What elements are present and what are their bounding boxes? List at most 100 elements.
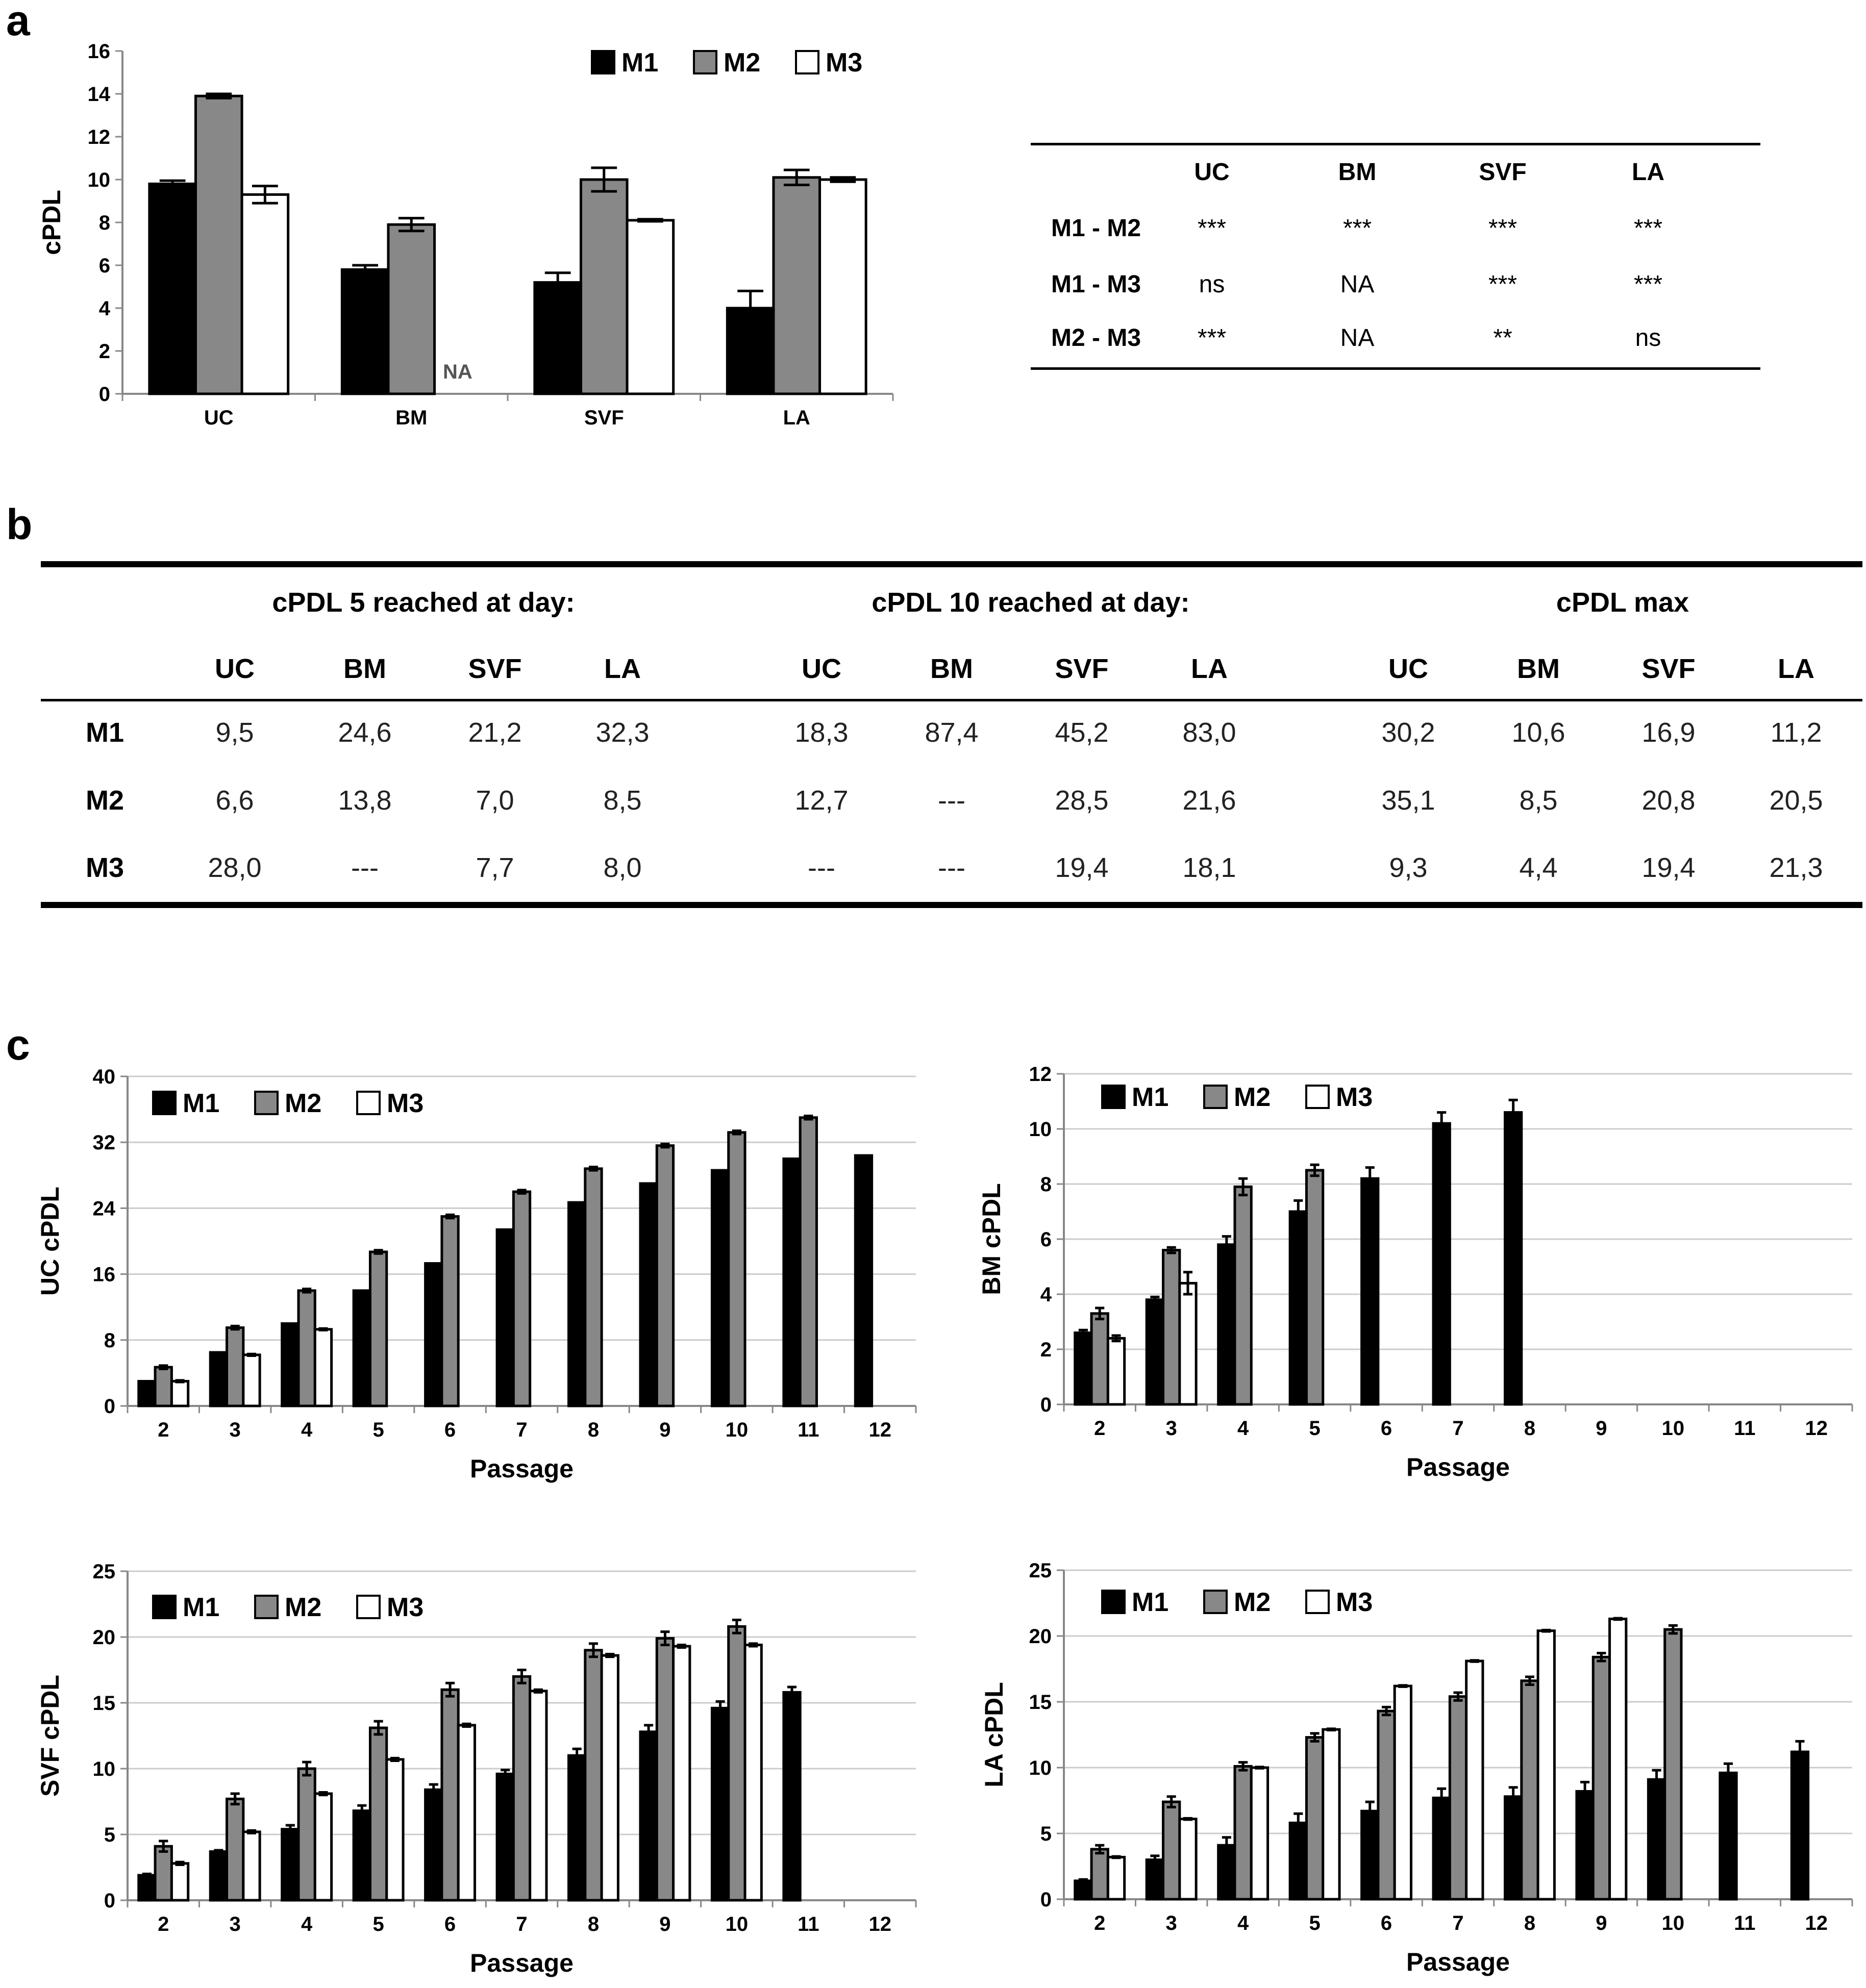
- bar-m1: [281, 1322, 300, 1407]
- bar-m2: [584, 1167, 603, 1407]
- stat-row-label: M2 - M3: [1051, 324, 1141, 351]
- bar-m2: [297, 1767, 316, 1902]
- bar-m2: [1090, 1848, 1109, 1901]
- bar-m1: [1432, 1796, 1451, 1901]
- bar-m2: [1090, 1312, 1109, 1406]
- bar-m1: [1145, 1858, 1165, 1901]
- bar-m3: [313, 1792, 333, 1902]
- table-b-cell: 28,0: [208, 852, 262, 883]
- x-tick-label: 8: [588, 1419, 599, 1441]
- stat-cell: ns: [1199, 271, 1225, 298]
- x-tick-label: 3: [1166, 1417, 1177, 1440]
- table-b-col-header: SVF: [468, 653, 522, 684]
- bar-m2: [1305, 1169, 1325, 1406]
- bar-m3: [1322, 1728, 1341, 1901]
- x-tick-label: 7: [1452, 1417, 1463, 1440]
- stat-top-rule: [1031, 143, 1760, 145]
- x-tick-label: 10: [1662, 1417, 1685, 1440]
- x-tick-label: 9: [1596, 1912, 1607, 1934]
- bar-m3: [818, 178, 867, 395]
- y-tick-label: 14: [88, 83, 111, 106]
- y-tick-label: 2: [99, 340, 110, 363]
- bar-m3: [626, 219, 675, 395]
- legend-swatch-m2: [254, 1091, 279, 1115]
- table-b-col-header: BM: [930, 653, 973, 684]
- y-tick-label: 0: [1040, 1394, 1052, 1416]
- table-b-cell: 28,5: [1055, 785, 1109, 816]
- bar-m3: [242, 1830, 261, 1902]
- x-tick-label: 9: [1596, 1417, 1607, 1440]
- table-b-col-header: BM: [343, 653, 386, 684]
- legend-swatch-m1: [152, 1595, 177, 1619]
- bar-m2: [154, 1366, 173, 1407]
- table-b-row-label: M3: [86, 852, 125, 883]
- table-b-cell: ---: [351, 852, 379, 883]
- y-tick-label: 4: [1040, 1284, 1052, 1306]
- x-tick-label: 3: [230, 1913, 241, 1935]
- bar-m1: [567, 1201, 587, 1407]
- bar-m3: [1536, 1629, 1556, 1901]
- x-tick-label: 6: [444, 1419, 456, 1441]
- legend-label-m1: M1: [183, 1089, 219, 1118]
- bar-m1: [854, 1154, 874, 1407]
- table-b-col-header: SVF: [1641, 653, 1696, 684]
- stat-cell: ***: [1633, 215, 1663, 242]
- x-tick-label: 4: [1237, 1912, 1249, 1934]
- table-b-cell: 18,1: [1182, 852, 1236, 883]
- legend-label-m3: M3: [1336, 1083, 1373, 1112]
- y-tick-label: 15: [93, 1692, 116, 1715]
- x-tick-label: 6: [444, 1913, 456, 1935]
- x-tick-label: 8: [1524, 1912, 1535, 1934]
- stat-table: M1 - M2 M1 - M3 M2 - M3 UC BM SVF LA *** *** *…: [1031, 143, 1760, 372]
- y-axis-label: SVF cPDL: [36, 1675, 64, 1797]
- table-b-cell: 20,5: [1769, 785, 1823, 816]
- y-tick-label: 8: [1040, 1173, 1052, 1196]
- y-tick-label: 15: [1029, 1691, 1052, 1714]
- x-tick-label: UC: [204, 407, 234, 429]
- bar-m1: [495, 1228, 515, 1407]
- bar-m3: [240, 193, 290, 395]
- bar-m2: [1233, 1185, 1253, 1406]
- x-tick-label: 2: [158, 1419, 169, 1441]
- y-tick-label: 6: [99, 255, 110, 277]
- table-b-cell: 24,6: [338, 717, 392, 748]
- bar-m1: [352, 1289, 371, 1407]
- stat-cell: ***: [1633, 271, 1663, 298]
- bar-m3: [170, 1380, 190, 1407]
- table-b-cell: 16,9: [1641, 717, 1696, 748]
- table-b-cell: 8,5: [603, 785, 642, 816]
- x-tick-label: 10: [726, 1419, 749, 1441]
- bar-m3: [1106, 1337, 1126, 1406]
- legend-swatch-m1: [591, 50, 615, 74]
- x-tick-label: 4: [301, 1913, 313, 1935]
- table-b-cell: 21,6: [1182, 785, 1236, 816]
- bar-m1: [137, 1874, 157, 1902]
- x-tick-label: 11: [798, 1419, 819, 1441]
- table-b-col-header: SVF: [1055, 653, 1109, 684]
- bar-m3: [170, 1862, 190, 1902]
- y-tick-label: 8: [104, 1329, 115, 1352]
- y-tick-label: 10: [1029, 1757, 1052, 1779]
- bar-m3: [672, 1645, 691, 1902]
- bar-m2: [226, 1326, 245, 1407]
- table-b-row-label: M2: [86, 785, 125, 816]
- bar-m1: [1360, 1177, 1380, 1406]
- legend-label-m2: M2: [285, 1089, 321, 1118]
- y-tick-label: 20: [1029, 1625, 1052, 1648]
- table-b-cell: 45,2: [1055, 717, 1109, 748]
- table-b-cell: 9,3: [1389, 852, 1428, 883]
- chart-a: 0 2 4 6 8 10 12 14 16 UC BM SVF LA NA cPDL M1 M2 M3: [37, 40, 894, 429]
- x-tick-label: 11: [1734, 1912, 1755, 1934]
- y-tick-label: 24: [93, 1197, 116, 1220]
- legend-label-m3: M3: [387, 1593, 424, 1622]
- table-b-cell: ---: [938, 852, 965, 883]
- table-b-cell: 6,6: [215, 785, 254, 816]
- legend-label-m1: M1: [183, 1593, 219, 1622]
- chart-c-bm: 0 2 4 6 8 10 12 2 3 4 5 6 7 8 9 10 11 12 BM cPDL Passage M1 M…: [977, 1063, 1853, 1481]
- bar-m1: [567, 1754, 587, 1902]
- table-b-cell: ---: [938, 785, 965, 816]
- table-b-cell: 19,4: [1641, 852, 1696, 883]
- legend-swatch-m2: [693, 50, 717, 74]
- x-tick-label: 5: [372, 1913, 384, 1935]
- x-tick-label: 5: [1309, 1417, 1320, 1440]
